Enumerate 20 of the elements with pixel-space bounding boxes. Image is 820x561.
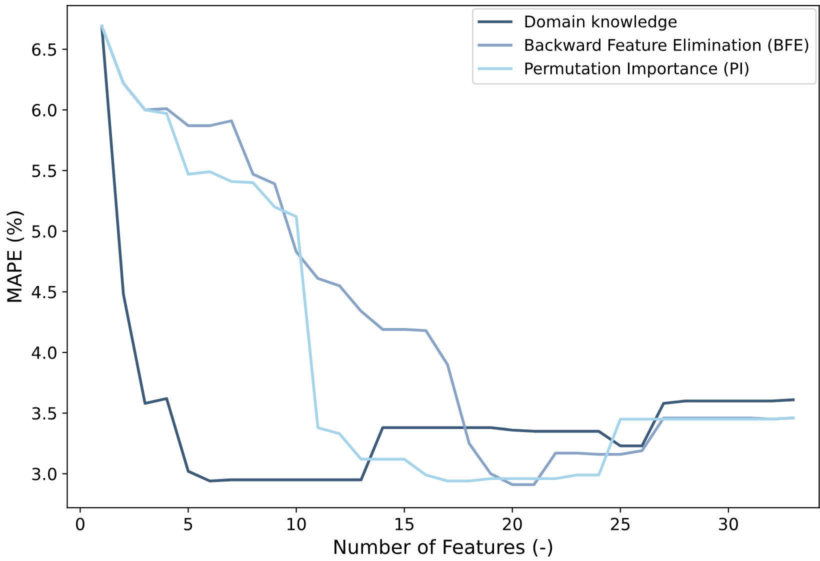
y-tick-label: 4.5	[32, 286, 56, 298]
x-tick-label: 20	[502, 518, 522, 530]
y-axis-title: MAPE (%)	[6, 211, 24, 302]
legend-label: Backward Feature Elimination (BFE)	[525, 38, 808, 53]
x-tick-label: 30	[719, 518, 738, 530]
y-tick-label: 3.0	[32, 468, 56, 480]
x-tick-label: 15	[396, 518, 414, 530]
legend-label: Permutation Importance (PI)	[525, 62, 748, 78]
legend-label: Domain knowledge	[525, 15, 677, 31]
x-tick-label: 25	[611, 518, 630, 530]
x-tick-label: 10	[288, 518, 306, 530]
y-tick-label: 3.5	[32, 407, 56, 420]
x-tick-label: 5	[184, 518, 192, 530]
y-tick-label: 6.5	[32, 43, 56, 56]
y-tick-label: 5.5	[32, 164, 56, 178]
y-tick-label: 6.0	[32, 104, 56, 116]
y-tick-label: 4.0	[32, 346, 56, 360]
y-tick-label: 5.0	[32, 225, 56, 238]
x-tick-label: 0	[76, 518, 84, 530]
x-axis-title: Number of Features (-)	[334, 539, 552, 556]
